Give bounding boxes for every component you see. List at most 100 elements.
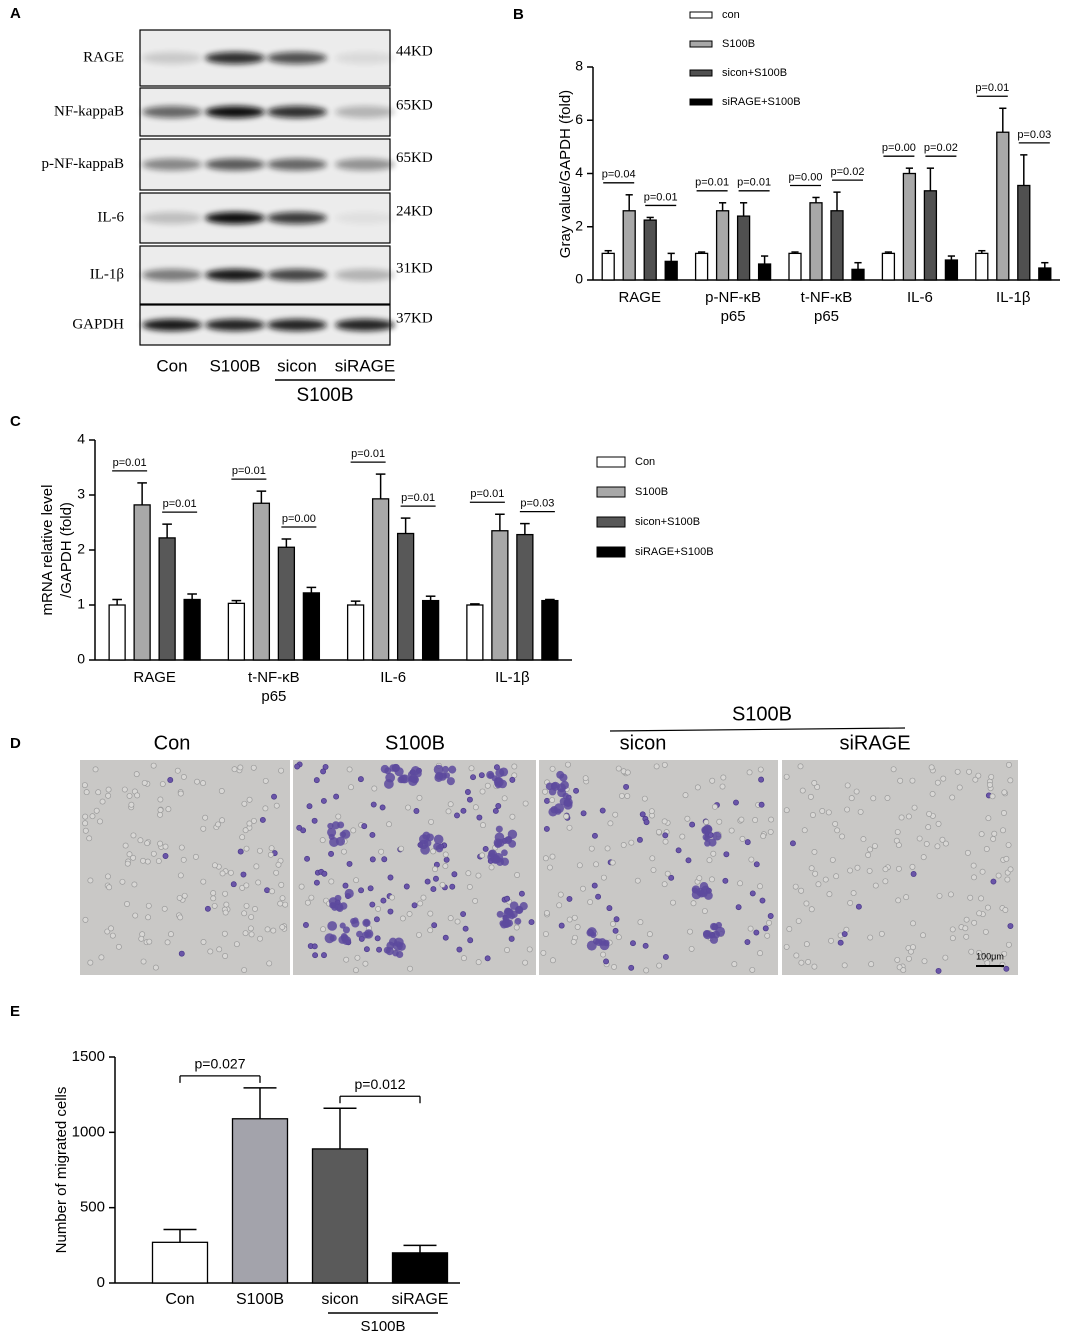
cell	[242, 930, 249, 937]
cell	[162, 853, 169, 859]
blot-row-label: IL-1β	[90, 266, 124, 282]
cell	[219, 817, 226, 824]
cell	[243, 882, 250, 889]
cell	[134, 792, 141, 799]
cell	[370, 801, 377, 808]
blot-band	[205, 158, 265, 171]
cell	[871, 843, 878, 849]
cell-cluster	[442, 765, 449, 773]
bar	[1038, 267, 1052, 281]
cell	[319, 837, 326, 844]
cell	[178, 844, 185, 851]
cell	[639, 811, 646, 818]
cell	[320, 797, 327, 804]
cell	[241, 800, 248, 807]
cell	[451, 871, 458, 878]
cell	[878, 930, 885, 937]
cell	[271, 793, 277, 800]
cell	[749, 890, 756, 897]
cell	[807, 793, 814, 800]
cell	[789, 840, 796, 847]
cell	[894, 829, 901, 835]
cell	[386, 821, 392, 828]
cell	[264, 926, 271, 933]
cell	[144, 858, 151, 865]
cell	[934, 779, 941, 786]
cell	[200, 780, 206, 787]
cell	[320, 926, 327, 933]
cell	[759, 897, 766, 904]
cell-cluster	[699, 889, 708, 898]
cell	[358, 887, 365, 894]
bar	[252, 502, 271, 661]
cell-cluster	[407, 770, 416, 779]
cell	[266, 960, 273, 967]
cell	[460, 807, 467, 814]
cell	[716, 818, 723, 825]
cell-cluster	[339, 902, 348, 910]
y-tick-label: 3	[77, 486, 85, 502]
bar	[158, 537, 176, 661]
cell-cluster	[342, 926, 350, 934]
cell	[706, 857, 713, 864]
cell	[783, 807, 790, 814]
bar	[302, 592, 321, 661]
cell	[757, 766, 764, 773]
cell	[971, 919, 978, 926]
cell	[464, 789, 471, 795]
cell	[246, 796, 253, 803]
cell	[252, 905, 258, 912]
cell	[430, 886, 437, 893]
cell	[848, 795, 855, 802]
cell	[591, 882, 598, 889]
cell	[335, 813, 342, 820]
cell	[82, 827, 89, 834]
cell	[164, 939, 171, 946]
cell-cluster	[397, 942, 406, 951]
cell	[333, 793, 340, 800]
cell	[921, 958, 928, 965]
y-tick-label: 4	[575, 164, 583, 180]
cell	[612, 811, 619, 818]
cell	[690, 900, 697, 907]
blot-band	[142, 212, 202, 224]
cell	[311, 817, 318, 824]
cell-cluster	[710, 922, 718, 931]
cell	[465, 870, 472, 877]
cell	[476, 814, 483, 821]
cell	[442, 863, 449, 870]
cell	[1005, 941, 1012, 948]
cell	[371, 785, 378, 792]
legend-swatch	[689, 11, 713, 19]
cell	[242, 827, 249, 834]
cell	[145, 914, 152, 921]
cell	[239, 834, 246, 841]
p-value: p=0.01	[737, 177, 771, 189]
blot-size-label: 24KD	[396, 203, 433, 219]
y-tick-label: 500	[80, 1199, 105, 1216]
cell	[990, 836, 997, 842]
blot-row-label: NF-kappaB	[54, 103, 124, 119]
cell	[431, 922, 438, 929]
panel-label: A	[10, 5, 21, 22]
cell-cluster	[496, 910, 504, 918]
cell	[215, 821, 222, 828]
cell	[130, 832, 137, 839]
y-tick-label: 6	[575, 111, 583, 127]
y-axis-label: Gray value/GAPDH (fold)	[557, 90, 574, 258]
cell	[637, 919, 644, 926]
cell	[926, 810, 933, 817]
y-tick-label: 8	[575, 58, 583, 74]
bar	[757, 263, 772, 281]
cell	[688, 945, 695, 952]
cell	[427, 910, 434, 917]
cell	[641, 795, 648, 802]
cell-cluster	[507, 829, 518, 840]
cell	[514, 872, 521, 878]
cell	[661, 761, 668, 768]
cell	[798, 887, 805, 894]
cell-cluster	[556, 783, 566, 793]
bar	[346, 604, 365, 661]
bar	[923, 190, 938, 281]
cell	[792, 883, 799, 890]
